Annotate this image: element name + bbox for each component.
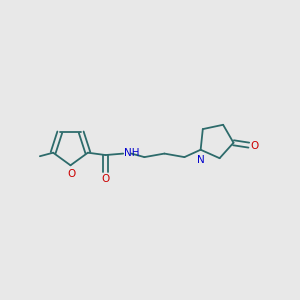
- Text: N: N: [197, 155, 205, 165]
- Text: O: O: [67, 169, 75, 179]
- Text: NH: NH: [124, 148, 140, 158]
- Text: O: O: [250, 141, 258, 151]
- Text: O: O: [101, 175, 110, 184]
